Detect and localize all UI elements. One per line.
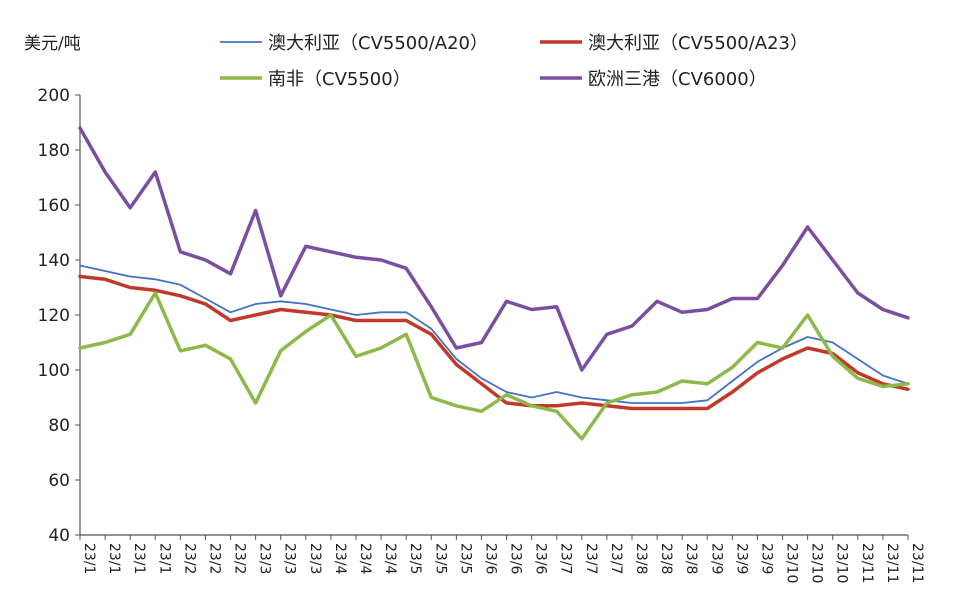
legend: 澳大利亚（CV5500/A20） 澳大利亚（CV5500/A23） 南非（CV550… <box>220 33 808 90</box>
y-tick-label: 180 <box>38 141 70 161</box>
x-tick-label: 23/8 <box>633 543 649 574</box>
y-tick-label: 120 <box>38 306 70 326</box>
y-tick-label: 40 <box>48 526 70 546</box>
x-tick-label: 23/1 <box>106 543 122 574</box>
x-tick-label: 23/1 <box>131 543 147 574</box>
x-tick-label: 23/4 <box>382 543 398 575</box>
x-tick-label: 23/7 <box>608 543 624 574</box>
x-tick-label: 23/10 <box>784 543 800 583</box>
x-tick-label: 23/7 <box>583 543 599 574</box>
x-tick-label: 23/5 <box>407 543 423 574</box>
x-tick-label: 23/6 <box>508 543 524 575</box>
series-line-3 <box>78 291 910 441</box>
x-tick-label: 23/2 <box>206 543 222 574</box>
y-tick-label: 80 <box>48 416 70 436</box>
x-tick-label: 23/5 <box>457 543 473 574</box>
y-tick-label: 160 <box>38 196 70 216</box>
x-tick-label: 23/1 <box>81 543 97 574</box>
x-tick-label: 23/6 <box>533 543 549 575</box>
x-tick-label: 23/10 <box>809 543 825 583</box>
series-line-4 <box>78 126 910 372</box>
x-tick-label: 23/8 <box>683 543 699 574</box>
x-tick-label: 23/7 <box>558 543 574 574</box>
series-line-1 <box>79 264 909 404</box>
x-tick-label: 23/8 <box>658 543 674 574</box>
x-tick-label: 23/6 <box>482 543 498 575</box>
x-tick-label: 23/3 <box>307 543 323 574</box>
x-tick-label: 23/2 <box>181 543 197 574</box>
series-line-2 <box>78 274 910 411</box>
axes: 40 60 80 100 120 140 160 180 200 23/1 23/1 23/1 23/1… <box>38 86 925 583</box>
x-tick-label: 23/10 <box>834 543 850 583</box>
x-tick-label: 23/9 <box>733 543 749 574</box>
x-tick-label: 23/5 <box>432 543 448 574</box>
y-axis-unit-label: 美元/吨 <box>24 34 81 54</box>
series-lines <box>78 126 910 441</box>
x-tick-label: 23/11 <box>884 543 900 583</box>
x-tick-label: 23/9 <box>758 543 774 574</box>
x-tick-label: 23/11 <box>909 543 925 583</box>
y-tick-label: 140 <box>38 251 70 271</box>
x-tick-label: 23/4 <box>332 543 348 575</box>
x-tick-label: 23/1 <box>156 543 172 574</box>
legend-label: 澳大利亚（CV5500/A23） <box>588 33 808 54</box>
x-tick-label: 23/3 <box>257 543 273 574</box>
x-tick-label: 23/11 <box>859 543 875 583</box>
x-tick-label: 23/4 <box>357 543 373 575</box>
legend-label: 澳大利亚（CV5500/A20） <box>268 33 488 54</box>
y-tick-label: 60 <box>48 471 70 491</box>
x-tick-label: 23/9 <box>708 543 724 574</box>
y-tick-label: 100 <box>38 361 70 381</box>
legend-label: 南非（CV5500） <box>268 69 411 90</box>
x-tick-label: 23/3 <box>282 543 298 574</box>
x-tick-label: 23/2 <box>232 543 248 574</box>
legend-label: 欧洲三港（CV6000） <box>588 69 767 90</box>
y-tick-label: 200 <box>38 86 70 106</box>
